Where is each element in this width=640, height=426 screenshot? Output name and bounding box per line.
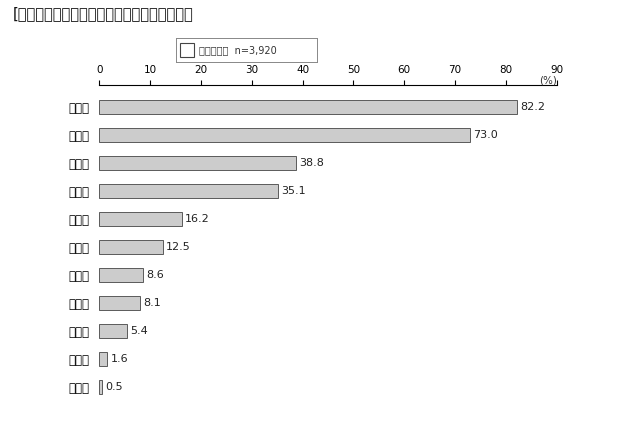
- Text: 73.0: 73.0: [474, 130, 498, 140]
- Text: [保護者が教員に求めるもの＜保護者全体＞］: [保護者が教員に求めるもの＜保護者全体＞］: [13, 6, 193, 21]
- Text: 82.2: 82.2: [520, 102, 545, 112]
- Text: 38.8: 38.8: [300, 158, 324, 168]
- Bar: [99, 240, 163, 254]
- Text: 8.6: 8.6: [146, 270, 164, 280]
- Bar: [99, 156, 296, 170]
- Bar: [99, 184, 278, 198]
- Text: (%): (%): [539, 75, 557, 85]
- Bar: [99, 324, 127, 338]
- Text: 5.4: 5.4: [130, 326, 147, 336]
- Bar: [99, 100, 517, 114]
- Text: 保護者全体  n=3,920: 保護者全体 n=3,920: [198, 45, 276, 55]
- Bar: [99, 212, 182, 226]
- Text: 35.1: 35.1: [281, 186, 305, 196]
- Text: 16.2: 16.2: [184, 214, 209, 224]
- Bar: [99, 268, 143, 282]
- Text: 8.1: 8.1: [143, 298, 161, 308]
- Bar: [99, 380, 102, 394]
- Text: 0.5: 0.5: [105, 382, 122, 392]
- Text: 1.6: 1.6: [110, 354, 128, 364]
- Bar: [99, 352, 108, 366]
- Bar: [99, 128, 470, 142]
- Text: 12.5: 12.5: [166, 242, 191, 252]
- Bar: [180, 43, 195, 57]
- Bar: [99, 296, 140, 310]
